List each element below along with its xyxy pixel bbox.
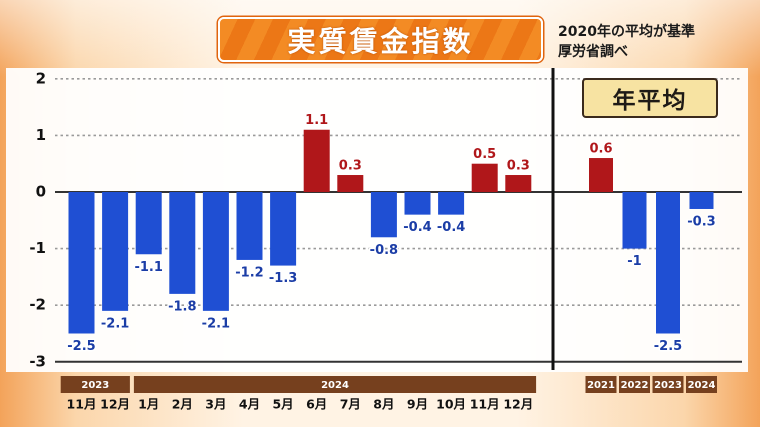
data-label: 0.5 [473,147,496,162]
data-label: -1 [627,254,641,269]
data-label: -0.3 [687,214,715,229]
x-tick-label: 10月 [436,397,466,412]
annual-year-band [585,376,617,393]
title-banner: 実質賃金指数 [218,17,543,62]
x-tick-label: 7月 [340,397,361,412]
x-tick-label: 9月 [407,397,428,412]
year-label: 2022 [621,380,649,391]
data-label: 0.3 [339,159,362,174]
x-tick-label: 11月 [470,397,500,412]
y-tick-label: 0 [36,183,46,201]
year-label: 2023 [654,380,682,391]
x-tick-label: 11月 [67,397,97,412]
y-tick-label: -1 [29,239,46,257]
monthly-bar [169,192,196,294]
monthly-bar [505,175,532,192]
monthly-bar [303,129,330,192]
data-label: -2.1 [202,316,230,331]
data-label: -0.4 [437,220,465,235]
chart-notes: 2020年の平均が基準 厚労省調べ [558,22,695,62]
x-tick-label: 12月 [100,397,130,412]
year-label: 2021 [587,380,615,391]
data-label: -1.1 [134,260,162,275]
x-tick-label: 5月 [272,397,293,412]
data-label: 1.1 [305,113,328,128]
data-label: -0.8 [370,243,398,258]
data-label: 0.3 [507,159,530,174]
baseline-note: 2020年の平均が基準 [558,24,695,40]
monthly-bar [438,192,465,215]
monthly-bar [68,192,95,334]
data-label: -1.8 [168,299,196,314]
data-label: -1.2 [235,265,263,280]
y-tick-label: -3 [29,352,46,370]
annual-bar [622,192,647,249]
monthly-bar [102,192,129,311]
x-tick-label: 3月 [205,397,226,412]
monthly-bar [404,192,431,215]
annual-average-label: 年平均 [582,78,718,118]
monthly-bar [236,192,263,260]
monthly-bar [370,192,397,238]
annual-year-band [686,376,717,393]
annual-bar [589,158,613,192]
monthly-bar [135,192,162,255]
annual-bar [656,192,680,334]
data-label: -2.5 [654,339,682,354]
source-note: 厚労省調べ [558,44,628,60]
y-tick-label: 1 [36,126,46,144]
x-tick-label: 6月 [306,397,327,412]
monthly-bar [337,175,364,192]
x-tick-label: 4月 [239,397,260,412]
year-label: 2024 [688,380,716,391]
data-label: -2.5 [67,339,95,354]
data-label: 0.6 [589,142,612,157]
year-label: 2023 [81,380,109,391]
year-band [60,376,130,393]
data-label: -0.4 [403,220,431,235]
x-tick-label: 2月 [172,397,193,412]
monthly-bar [270,192,297,266]
annual-bar [689,192,714,209]
annual-year-band [619,376,650,393]
chart-title: 実質賃金指数 [287,24,474,58]
x-tick-label: 12月 [503,397,533,412]
year-band [133,376,537,393]
monthly-bar [202,192,229,311]
annual-year-band [652,376,684,393]
x-tick-label: 1月 [138,397,159,412]
y-tick-label: -2 [29,296,46,314]
monthly-bar [471,163,498,192]
data-label: -2.1 [101,316,129,331]
data-label: -1.3 [269,271,297,286]
x-tick-label: 8月 [373,397,394,412]
y-tick-label: 2 [36,69,46,87]
year-label: 2024 [321,380,349,391]
